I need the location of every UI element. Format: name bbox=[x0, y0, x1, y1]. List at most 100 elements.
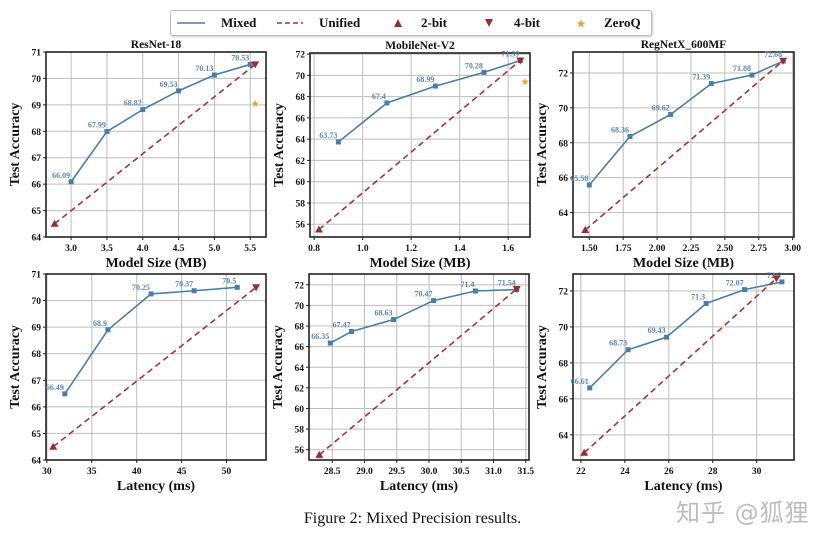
x-tick-label: 50 bbox=[222, 467, 232, 477]
mixed-marker bbox=[148, 291, 154, 297]
2-bit-marker bbox=[50, 219, 59, 227]
mixed-marker bbox=[587, 385, 593, 391]
4-bit-marker bbox=[516, 57, 525, 65]
data-label: 68.73 bbox=[609, 339, 627, 348]
y-tick-label: 72 bbox=[296, 51, 306, 61]
y-tick-label: 68 bbox=[296, 93, 306, 103]
mixed-line bbox=[329, 288, 517, 344]
x-tick-label: 3.00 bbox=[784, 244, 801, 254]
x-tick-label: 2.50 bbox=[717, 244, 734, 254]
y-tick-label: 64 bbox=[32, 457, 42, 467]
subplot-title: ResNet-18 bbox=[131, 39, 182, 51]
subplot-1: 3.0 3.5 4.0 4.5 5.0 5.5 64 65 66 67 68 69 70 71 ResNet… bbox=[8, 39, 267, 271]
triangle-down-icon bbox=[485, 19, 493, 27]
dashed-line-icon bbox=[277, 22, 303, 24]
legend-item-4bit: 4-bit bbox=[484, 11, 540, 35]
y-tick-label: 70 bbox=[296, 72, 306, 82]
subplot-6: 22 24 26 28 30 64 66 68 70 72 Latency (ms) Test Acc… bbox=[535, 271, 795, 494]
y-tick-label: 68 bbox=[32, 350, 42, 360]
y-tick-label: 71 bbox=[32, 49, 42, 59]
y-tick-label: 64 bbox=[559, 209, 569, 219]
x-tick-label: 4.5 bbox=[173, 244, 185, 254]
subplot-title: MobileNet-V2 bbox=[385, 40, 455, 52]
data-label: 67.47 bbox=[333, 321, 351, 330]
y-tick-label: 69 bbox=[32, 101, 42, 111]
mixed-marker bbox=[62, 391, 68, 397]
zeroq-marker: ★ bbox=[521, 77, 530, 88]
y-tick-label: 56 bbox=[295, 446, 305, 456]
y-axis-label: Test Accuracy bbox=[8, 325, 23, 409]
y-tick-label: 62 bbox=[295, 384, 305, 394]
4-bit-marker bbox=[252, 284, 261, 292]
4-bit-marker bbox=[251, 61, 260, 69]
y-axis-label: Test Accuracy bbox=[535, 325, 550, 409]
x-tick-label: 2.75 bbox=[750, 244, 767, 254]
data-label: 68.36 bbox=[611, 125, 629, 134]
x-tick-label: 1.2 bbox=[405, 244, 417, 254]
x-tick-label: 31.0 bbox=[485, 467, 502, 477]
subplot-2: 0.8 1.0 1.2 1.4 1.6 56 58 60 62 64 66 68 70 72 MobileN… bbox=[272, 40, 531, 271]
mixed-marker bbox=[391, 317, 397, 323]
y-axis-label: Test Accuracy bbox=[271, 325, 286, 409]
y-tick-label: 67 bbox=[32, 154, 42, 164]
2-bit-marker bbox=[315, 450, 324, 458]
y-tick-label: 64 bbox=[296, 136, 306, 146]
axes-frame bbox=[572, 273, 795, 461]
mixed-marker bbox=[327, 340, 333, 346]
mixed-marker bbox=[708, 81, 714, 87]
4-bit-marker bbox=[772, 275, 781, 283]
4-bit-marker bbox=[512, 285, 521, 293]
legend-item-2bit: 2-bit bbox=[393, 11, 447, 35]
y-tick-label: 60 bbox=[295, 405, 305, 415]
data-label: 72.07 bbox=[726, 279, 744, 288]
x-tick-label: 45 bbox=[177, 467, 187, 477]
y-tick-label: 62 bbox=[296, 157, 306, 167]
data-label: 71.39 bbox=[501, 50, 519, 59]
legend-item-unified: Unified bbox=[277, 11, 360, 35]
data-label: 71.39 bbox=[692, 73, 710, 82]
y-tick-label: 70 bbox=[32, 75, 42, 85]
x-axis-label: Latency (ms) bbox=[380, 479, 458, 494]
mixed-marker bbox=[749, 72, 755, 78]
y-tick-label: 71 bbox=[32, 271, 42, 281]
y-axis-label: Test Accuracy bbox=[535, 103, 550, 187]
x-tick-label: 22 bbox=[576, 467, 586, 477]
y-tick-label: 58 bbox=[296, 199, 306, 209]
x-tick-label: 30.5 bbox=[453, 467, 470, 477]
legend-item-mixed: Mixed bbox=[177, 11, 256, 35]
data-label: 70.25 bbox=[132, 283, 150, 292]
legend: Mixed Unified 2-bit 4-bit ★ ZeroQ bbox=[170, 10, 652, 36]
legend-label: 2-bit bbox=[421, 15, 447, 30]
mixed-marker bbox=[104, 129, 110, 135]
x-tick-label: 0.8 bbox=[308, 244, 320, 254]
y-tick-label: 72 bbox=[559, 287, 569, 297]
2-bit-marker bbox=[581, 226, 590, 234]
legend-label: ZeroQ bbox=[604, 15, 641, 30]
mixed-marker bbox=[68, 179, 74, 185]
x-tick-label: 30 bbox=[42, 467, 52, 477]
data-label: 68.63 bbox=[375, 309, 393, 318]
data-label: 66.49 bbox=[46, 383, 64, 392]
y-tick-label: 68 bbox=[295, 323, 305, 333]
svg-text:★: ★ bbox=[577, 19, 586, 28]
x-tick-label: 26 bbox=[664, 467, 674, 477]
y-tick-label: 66 bbox=[32, 181, 42, 191]
legend-label: 4-bit bbox=[514, 15, 540, 30]
mixed-marker bbox=[176, 88, 182, 94]
data-label: 69.62 bbox=[652, 103, 670, 112]
y-tick-label: 72 bbox=[559, 69, 569, 79]
y-tick-label: 66 bbox=[296, 114, 306, 124]
mixed-marker bbox=[335, 139, 341, 145]
x-tick-label: 31.5 bbox=[517, 467, 534, 477]
4-bit-marker bbox=[779, 57, 788, 65]
axes-frame bbox=[45, 273, 267, 461]
data-label: 70.53 bbox=[231, 53, 249, 62]
data-label: 71.3 bbox=[691, 293, 705, 302]
y-tick-label: 58 bbox=[295, 426, 305, 436]
y-tick-label: 66 bbox=[559, 174, 569, 184]
mixed-marker bbox=[703, 301, 709, 307]
x-tick-label: 1.4 bbox=[454, 244, 466, 254]
y-tick-label: 70 bbox=[32, 297, 42, 307]
mixed-marker bbox=[191, 288, 197, 294]
